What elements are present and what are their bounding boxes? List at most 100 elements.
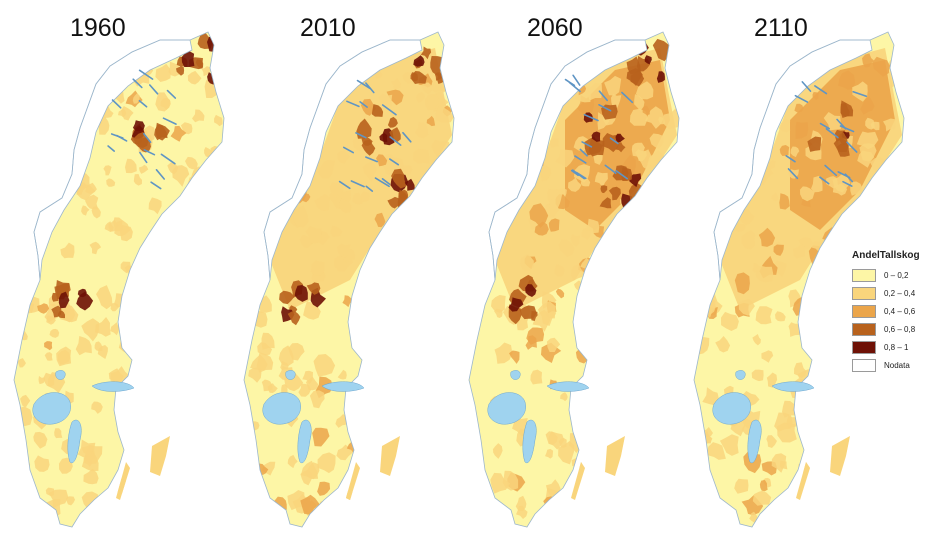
patch bbox=[170, 125, 187, 142]
patch bbox=[584, 218, 600, 234]
dark-patch bbox=[615, 133, 625, 143]
patch bbox=[599, 256, 617, 273]
patch bbox=[759, 480, 768, 492]
patch bbox=[529, 203, 549, 228]
patch bbox=[192, 109, 205, 123]
patch bbox=[214, 114, 223, 127]
patch bbox=[653, 293, 662, 303]
patch bbox=[719, 434, 739, 456]
patch bbox=[15, 406, 33, 427]
patch bbox=[380, 312, 393, 325]
patch bbox=[283, 78, 298, 95]
year-label-2060: 2060 bbox=[527, 14, 583, 42]
patch bbox=[734, 478, 749, 494]
patch bbox=[820, 253, 834, 272]
patch bbox=[648, 224, 662, 240]
lake-streak bbox=[402, 131, 412, 143]
patch bbox=[286, 125, 304, 148]
lake-streak bbox=[149, 84, 159, 95]
patch bbox=[376, 154, 388, 167]
patch bbox=[330, 225, 343, 237]
lake-streak bbox=[166, 89, 177, 99]
patch bbox=[391, 77, 401, 90]
patch bbox=[773, 260, 787, 277]
gotland-island bbox=[380, 436, 400, 476]
patch bbox=[352, 192, 363, 205]
lake-streak bbox=[604, 164, 617, 174]
patch bbox=[403, 165, 413, 176]
patch bbox=[378, 290, 397, 310]
patch bbox=[376, 248, 386, 259]
patch bbox=[110, 303, 119, 312]
lake-streak bbox=[150, 181, 162, 190]
legend-label: 0,8 – 1 bbox=[884, 342, 909, 352]
patch bbox=[721, 311, 739, 331]
patch bbox=[612, 219, 633, 241]
lake-streak bbox=[583, 113, 599, 122]
lake-streak bbox=[346, 100, 360, 108]
lake-streak bbox=[839, 125, 855, 133]
patch bbox=[548, 218, 560, 232]
patch bbox=[771, 192, 779, 202]
patch bbox=[329, 190, 340, 202]
gotland-island bbox=[830, 436, 850, 476]
patch bbox=[537, 301, 556, 326]
patch bbox=[114, 220, 131, 236]
legend-swatch bbox=[852, 358, 876, 372]
year-label-2110: 2110 bbox=[754, 14, 808, 42]
patch bbox=[390, 283, 404, 301]
patch bbox=[404, 197, 423, 215]
patch bbox=[210, 157, 224, 177]
lake-streak bbox=[365, 185, 374, 192]
oland-island bbox=[571, 462, 585, 500]
patch bbox=[81, 445, 94, 457]
lake-streak bbox=[356, 79, 371, 90]
patch bbox=[143, 294, 159, 314]
patch bbox=[642, 105, 650, 116]
patch bbox=[278, 345, 294, 367]
dark-patch bbox=[602, 133, 620, 153]
patch bbox=[329, 182, 344, 199]
patch bbox=[545, 431, 558, 445]
patch bbox=[302, 370, 313, 385]
year-label-2010: 2010 bbox=[300, 14, 356, 42]
patch bbox=[20, 394, 31, 408]
patch bbox=[204, 147, 212, 158]
patch bbox=[766, 372, 778, 388]
patch bbox=[60, 242, 75, 259]
patch bbox=[653, 217, 667, 235]
patch bbox=[894, 232, 902, 244]
lake-vattern bbox=[522, 419, 537, 464]
patch bbox=[414, 122, 429, 139]
dark-patch bbox=[404, 178, 415, 191]
patch bbox=[133, 174, 142, 186]
dark-patch bbox=[76, 291, 94, 311]
patch bbox=[309, 390, 325, 409]
patch bbox=[168, 61, 181, 77]
dark-patch bbox=[615, 142, 626, 153]
lake-streak bbox=[365, 156, 378, 163]
dark-patch bbox=[398, 189, 408, 199]
patch bbox=[516, 119, 526, 132]
patch bbox=[555, 149, 575, 168]
patch bbox=[118, 108, 127, 118]
border bbox=[13, 31, 225, 528]
patch bbox=[300, 460, 319, 479]
patch bbox=[79, 76, 91, 90]
patch bbox=[59, 457, 73, 474]
patch bbox=[33, 431, 48, 449]
patch bbox=[378, 93, 393, 107]
lake-streak bbox=[801, 81, 812, 92]
patch bbox=[782, 400, 796, 418]
lake-streak bbox=[132, 78, 143, 89]
patch bbox=[310, 260, 325, 276]
patch bbox=[588, 280, 604, 304]
patch bbox=[509, 99, 520, 112]
patch bbox=[151, 284, 166, 298]
patch bbox=[299, 234, 314, 249]
patch bbox=[588, 264, 603, 280]
patch bbox=[862, 53, 875, 68]
patch bbox=[420, 82, 435, 95]
patch bbox=[494, 342, 513, 364]
patch bbox=[386, 89, 404, 106]
